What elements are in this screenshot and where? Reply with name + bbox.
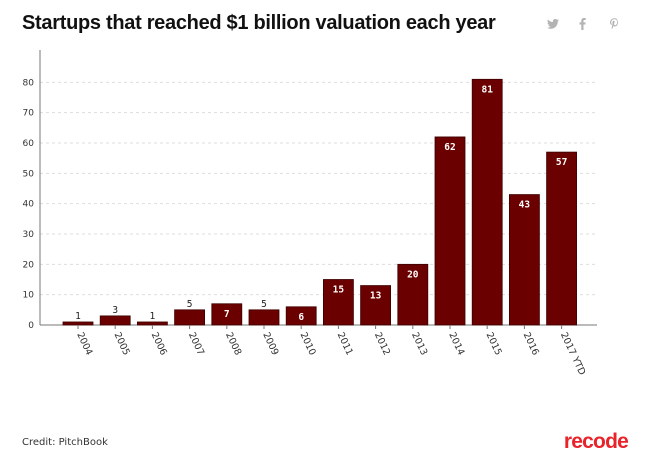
x-tick-label: 2017 YTD — [558, 331, 587, 377]
bar[interactable] — [136, 321, 168, 326]
y-tick-label: 80 — [23, 78, 35, 88]
twitter-icon — [547, 19, 559, 29]
data-label: 3 — [112, 305, 118, 316]
x-tick-label: 2015 — [483, 331, 503, 358]
y-tick-label: 30 — [23, 230, 35, 240]
data-label: 13 — [370, 291, 382, 302]
y-tick-label: 70 — [23, 109, 35, 119]
x-tick-label: 2005 — [111, 331, 131, 358]
credit-text: Credit: PitchBook — [22, 437, 108, 448]
x-tick-label: 2009 — [260, 331, 280, 358]
y-tick-label: 10 — [23, 291, 35, 301]
twitter-share-button[interactable] — [545, 16, 561, 32]
data-label: 5 — [261, 299, 267, 310]
bar[interactable] — [99, 315, 131, 326]
y-tick-label: 0 — [28, 321, 34, 331]
data-label: 81 — [481, 84, 493, 95]
data-label: 1 — [75, 311, 81, 322]
y-tick-label: 40 — [23, 200, 35, 210]
facebook-share-button[interactable] — [574, 16, 590, 32]
x-tick-label: 2016 — [521, 331, 541, 358]
data-label: 62 — [444, 142, 455, 153]
x-tick-label: 2012 — [372, 331, 392, 358]
bar[interactable] — [248, 309, 280, 326]
x-tick-label: 2006 — [149, 331, 169, 358]
y-tick-label: 50 — [23, 169, 35, 179]
bar-chart: 0 10 20 30 40 50 60 70 80 1 2004 3 2005 1 2006 5 2007 7 20… — [23, 50, 597, 377]
data-label: 15 — [333, 285, 345, 296]
data-label: 6 — [298, 312, 304, 323]
data-label: 43 — [519, 200, 531, 211]
pinterest-icon — [609, 18, 618, 30]
recode-logo: recode — [563, 430, 629, 453]
facebook-icon — [579, 18, 586, 30]
data-label: 7 — [224, 309, 230, 320]
x-tick-label: 2011 — [335, 331, 355, 358]
x-tick-label: 2013 — [409, 331, 429, 358]
bar[interactable] — [322, 279, 354, 326]
x-tick-label: 2004 — [74, 331, 94, 358]
bar[interactable] — [508, 194, 540, 326]
data-label: 5 — [187, 299, 193, 310]
bar[interactable] — [546, 151, 577, 326]
chart-title: Startups that reached $1 billion valuati… — [22, 12, 496, 34]
data-label: 20 — [407, 269, 419, 280]
bar[interactable] — [360, 285, 392, 326]
x-tick-label: 2010 — [297, 331, 317, 358]
x-tick-label: 2007 — [186, 331, 206, 358]
y-tick-label: 60 — [23, 139, 35, 149]
bar[interactable] — [174, 309, 206, 326]
x-tick-label: 2008 — [223, 331, 243, 358]
bar[interactable] — [434, 136, 466, 326]
bar[interactable] — [471, 78, 503, 326]
data-label: 1 — [150, 311, 156, 322]
pinterest-share-button[interactable] — [606, 16, 622, 32]
bar[interactable] — [62, 321, 94, 326]
x-tick-label: 2014 — [446, 331, 466, 358]
data-label: 57 — [556, 157, 567, 168]
y-tick-label: 20 — [23, 260, 35, 270]
